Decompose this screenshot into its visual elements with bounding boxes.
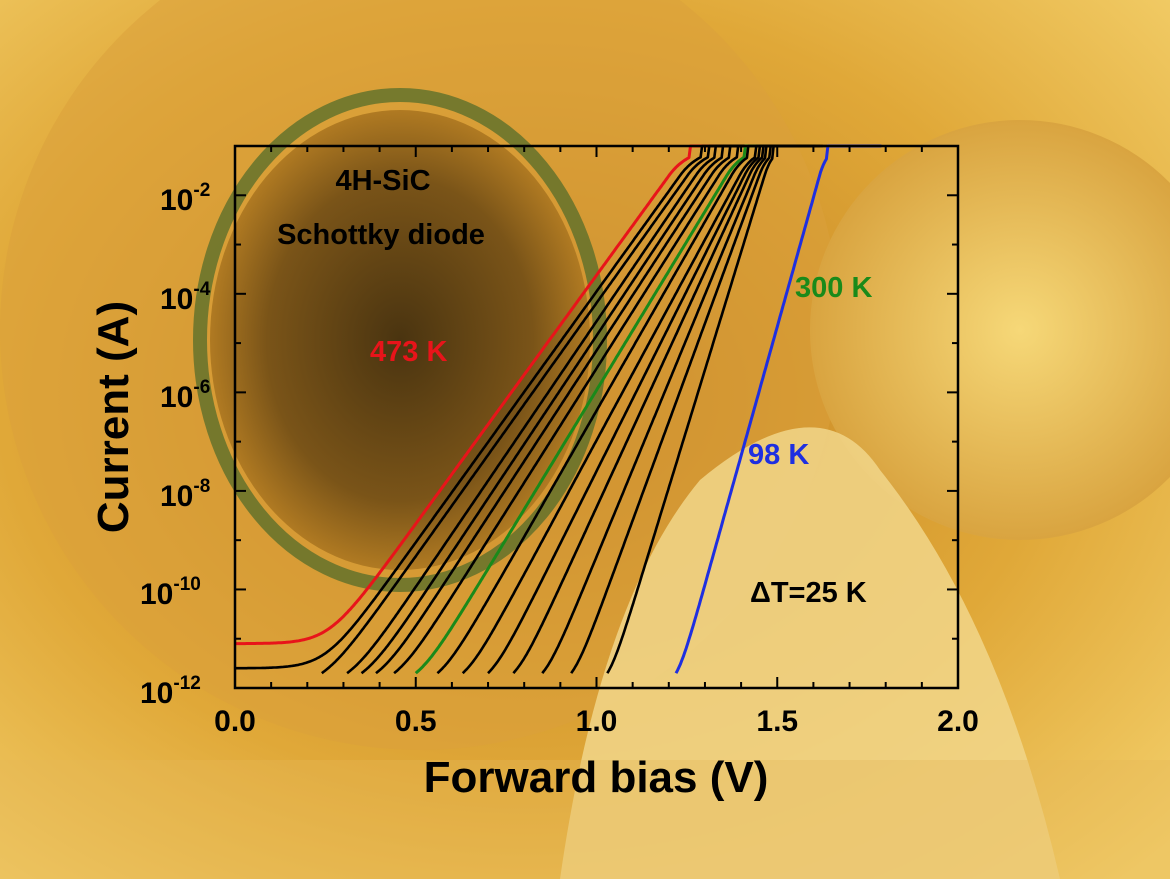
svg-text:10-6: 10-6	[160, 377, 210, 414]
series-398K-line	[346, 144, 770, 675]
series-323K-line	[393, 144, 791, 675]
temperature-step-label: ΔT=25 K	[750, 577, 867, 609]
cold-temperature-label: 98 K	[748, 439, 809, 471]
room-temperature-label: 300 K	[795, 272, 872, 304]
hot-temperature-label: 473 K	[370, 336, 447, 368]
svg-text:10-4: 10-4	[160, 279, 211, 316]
y-tick-label: 10-4	[160, 279, 211, 316]
y-tick-label: 10-8	[160, 476, 210, 513]
series-300K-line	[414, 144, 798, 675]
ticks-layer	[234, 145, 959, 689]
x-tick-label: 1.5	[756, 705, 798, 738]
series-373K-line	[360, 144, 777, 675]
series-225K-line	[487, 144, 812, 675]
svg-text:10-2: 10-2	[160, 180, 210, 217]
x-tick-label: 1.0	[576, 705, 618, 738]
series-275K-line	[436, 144, 802, 675]
x-tick-label: 0.5	[395, 705, 437, 738]
series-473K-line	[234, 144, 744, 646]
y-tick-label: 10-10	[140, 574, 201, 611]
y-tick-label: 10-12	[140, 673, 201, 710]
series-423K-line	[320, 144, 762, 675]
device-label-line1: 4H-SiC	[335, 165, 430, 197]
x-tick-label: 2.0	[937, 705, 979, 738]
series-layer	[234, 144, 882, 675]
series-250K-line	[461, 144, 809, 675]
device-label-line2: Schottky diode	[277, 219, 485, 251]
svg-text:10-10: 10-10	[140, 574, 201, 611]
x-axis-title: Forward bias (V)	[424, 753, 769, 802]
series-448K-line	[235, 144, 755, 670]
series-348K-line	[375, 144, 784, 675]
svg-text:10-12: 10-12	[140, 673, 201, 710]
x-tick-label: 0.0	[214, 705, 256, 738]
svg-text:10-8: 10-8	[160, 476, 210, 513]
y-tick-label: 10-2	[160, 180, 210, 217]
y-tick-label: 10-6	[160, 377, 210, 414]
y-axis-title: Current (A)	[89, 301, 138, 533]
